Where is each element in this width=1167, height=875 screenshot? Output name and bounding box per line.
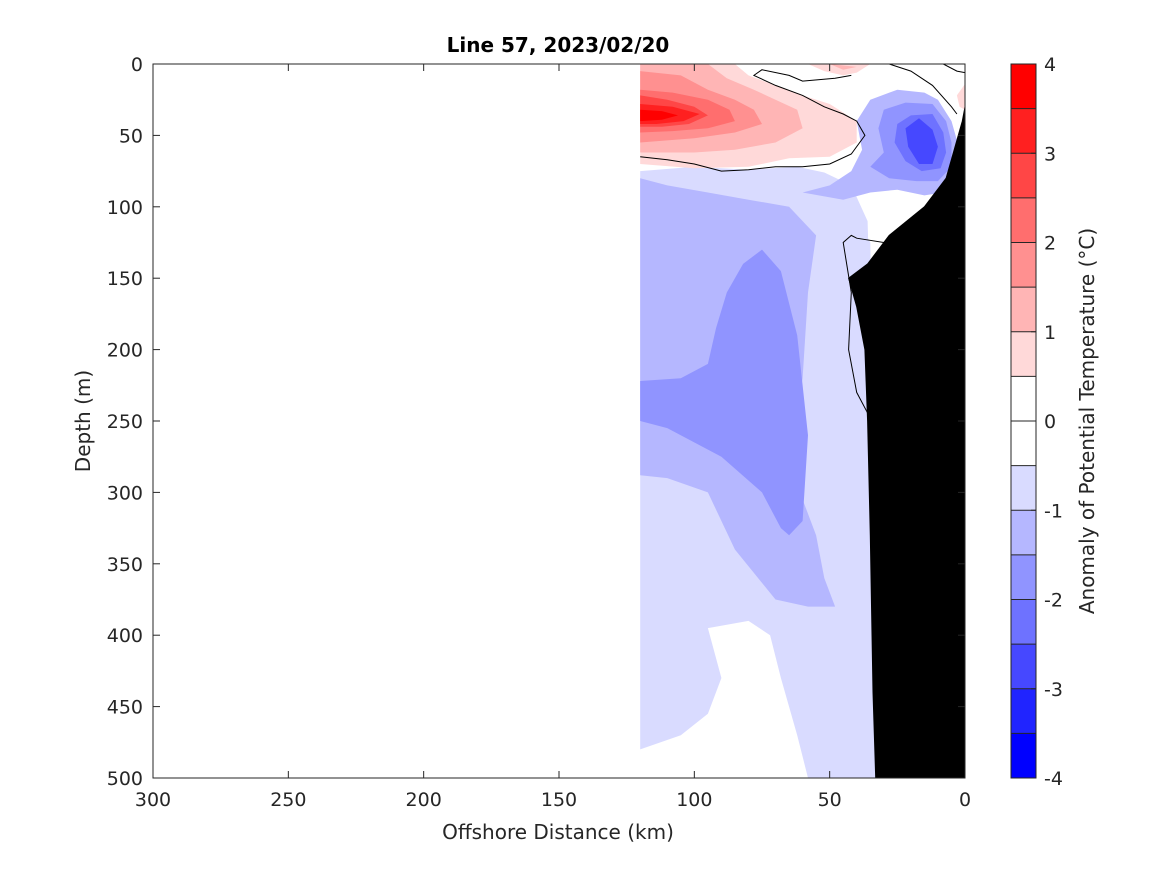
- colorbar-band: [1011, 465, 1036, 511]
- colorbar-band: [1011, 197, 1036, 243]
- zero-contour-corner: [943, 64, 965, 74]
- colorbar-band: [1011, 287, 1036, 332]
- cold-anomaly-core: [640, 249, 808, 536]
- colorbar-tick-label: 0: [1044, 411, 1056, 433]
- warm-patch-nearshore-top-mid: [829, 64, 857, 70]
- x-tick-label: 0: [959, 789, 971, 811]
- x-tick-label: 300: [135, 789, 171, 811]
- cold-anomaly-surface-inner: [905, 118, 938, 164]
- x-tick-label: 100: [676, 789, 712, 811]
- warm-anomaly-peak: [640, 109, 679, 122]
- x-tick-label: 50: [818, 789, 842, 811]
- colorbar-band: [1011, 331, 1036, 377]
- colorbar: 4 3 2 1 0 -1 -2 -3 -4: [1010, 54, 1063, 790]
- bathymetry-seafloor: [848, 106, 965, 778]
- colorbar-band: [1011, 64, 1036, 109]
- colorbar-band: [1011, 733, 1036, 778]
- x-axis: 300 250 200 150 100 50 0: [135, 64, 971, 811]
- y-tick-label: 150: [107, 268, 143, 290]
- colorbar-band: [1011, 153, 1036, 198]
- colorbar-band: [1011, 108, 1036, 154]
- warm-patch-coast: [956, 84, 965, 110]
- colorbar-band: [1011, 554, 1036, 600]
- colorbar-tick-label: 4: [1044, 54, 1056, 76]
- y-axis-label: Depth (m): [71, 370, 95, 472]
- x-axis-label: Offshore Distance (km): [442, 820, 674, 844]
- colorbar-band: [1011, 688, 1036, 734]
- y-tick-label: 500: [107, 768, 143, 790]
- zero-contour-surface-warm: [640, 69, 866, 172]
- colorbar-band: [1011, 242, 1036, 288]
- y-tick-label: 0: [131, 54, 143, 76]
- colorbar-band: [1011, 510, 1036, 555]
- colorbar-tick-label: 3: [1044, 143, 1056, 165]
- y-tick-label: 100: [107, 197, 143, 219]
- zero-contour-nearshore-top: [889, 64, 958, 115]
- colorbar-tick-label: 1: [1044, 322, 1056, 344]
- colorbar-tick-label: -2: [1044, 590, 1063, 612]
- colorbar-tick-label: -3: [1044, 679, 1063, 701]
- colorbar-tick-label: 2: [1044, 233, 1056, 255]
- colorbar-band: [1011, 376, 1036, 421]
- chart-title: Line 57, 2023/02/20: [447, 33, 670, 57]
- contour-layer: [153, 64, 965, 778]
- y-tick-label: 250: [107, 411, 143, 433]
- y-tick-label: 50: [119, 125, 143, 147]
- colorbar-band: [1011, 421, 1036, 466]
- colorbar-label: Anomaly of Potential Temperature (°C): [1075, 228, 1099, 614]
- x-tick-label: 250: [270, 789, 306, 811]
- y-axis: 0 50 100 150 200 250 300 350 400 450 500: [107, 54, 965, 790]
- colorbar-band: [1011, 644, 1036, 689]
- y-tick-label: 350: [107, 554, 143, 576]
- x-tick-label: 200: [406, 789, 442, 811]
- y-tick-label: 450: [107, 697, 143, 719]
- x-tick-label: 150: [541, 789, 577, 811]
- colorbar-band: [1011, 599, 1036, 645]
- colorbar-tick-label: -4: [1044, 768, 1063, 790]
- y-tick-label: 200: [107, 340, 143, 362]
- y-tick-label: 300: [107, 482, 143, 504]
- plot-area: [153, 64, 965, 778]
- colorbar-tick-label: -1: [1044, 500, 1063, 522]
- y-tick-label: 400: [107, 625, 143, 647]
